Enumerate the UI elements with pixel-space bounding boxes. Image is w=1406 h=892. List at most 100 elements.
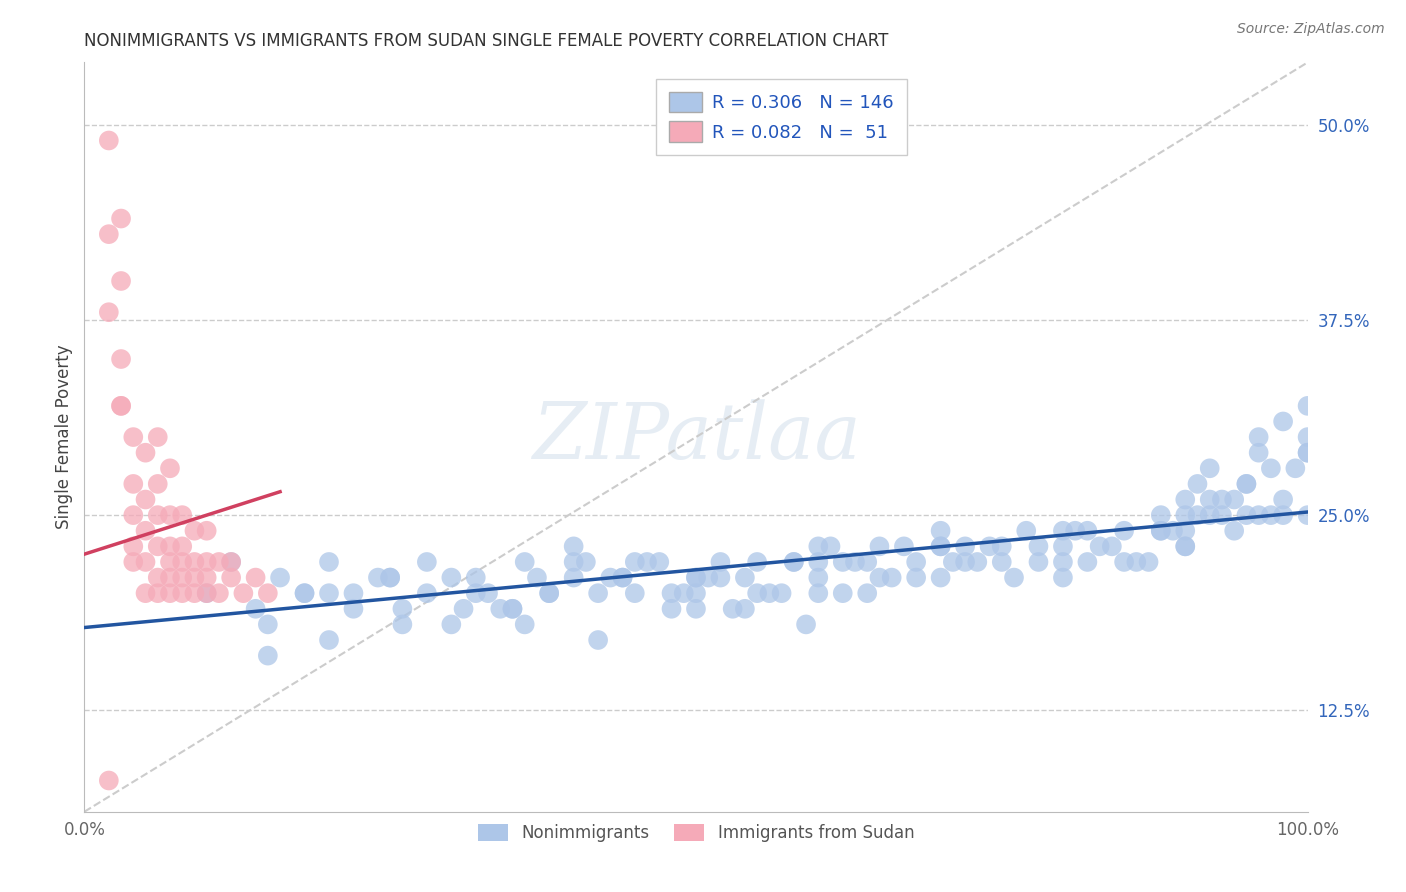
Point	[1272, 492, 1295, 507]
Point	[122, 476, 145, 491]
Point	[538, 586, 561, 600]
Point	[991, 539, 1014, 553]
Point	[929, 539, 952, 553]
Point	[342, 601, 364, 615]
Point	[1260, 508, 1282, 523]
Point	[562, 571, 585, 585]
Point	[146, 476, 169, 491]
Point	[1028, 555, 1050, 569]
Point	[245, 601, 267, 615]
Point	[135, 586, 157, 600]
Point	[380, 571, 402, 585]
Point	[294, 586, 316, 600]
Point	[612, 571, 634, 585]
Point	[734, 571, 756, 585]
Point	[880, 571, 903, 585]
Point	[146, 571, 169, 585]
Point	[232, 586, 254, 600]
Point	[269, 571, 291, 585]
Point	[1174, 524, 1197, 538]
Point	[122, 508, 145, 523]
Point	[770, 586, 793, 600]
Point	[1174, 539, 1197, 553]
Point	[1052, 571, 1074, 585]
Point	[440, 617, 463, 632]
Point	[172, 586, 194, 600]
Point	[1150, 524, 1173, 538]
Point	[110, 274, 132, 288]
Point	[172, 555, 194, 569]
Point	[612, 571, 634, 585]
Point	[97, 773, 120, 788]
Point	[195, 571, 218, 585]
Y-axis label: Single Female Poverty: Single Female Poverty	[55, 345, 73, 529]
Point	[245, 571, 267, 585]
Point	[1114, 524, 1136, 538]
Point	[257, 648, 280, 663]
Point	[318, 586, 340, 600]
Point	[183, 524, 205, 538]
Point	[1296, 446, 1319, 460]
Point	[257, 586, 280, 600]
Point	[1247, 430, 1270, 444]
Point	[195, 555, 218, 569]
Point	[586, 633, 609, 648]
Point	[416, 586, 439, 600]
Point	[661, 601, 683, 615]
Point	[893, 539, 915, 553]
Point	[208, 555, 231, 569]
Point	[905, 571, 928, 585]
Point	[257, 617, 280, 632]
Point	[953, 539, 976, 553]
Point	[1198, 508, 1220, 523]
Point	[342, 586, 364, 600]
Point	[1187, 508, 1209, 523]
Point	[135, 446, 157, 460]
Point	[624, 586, 647, 600]
Point	[122, 430, 145, 444]
Point	[1223, 524, 1246, 538]
Point	[526, 571, 548, 585]
Point	[1236, 476, 1258, 491]
Point	[183, 571, 205, 585]
Point	[318, 555, 340, 569]
Point	[1088, 539, 1111, 553]
Point	[195, 586, 218, 600]
Point	[979, 539, 1001, 553]
Point	[122, 555, 145, 569]
Point	[440, 571, 463, 585]
Point	[110, 399, 132, 413]
Point	[1260, 461, 1282, 475]
Point	[1174, 508, 1197, 523]
Point	[599, 571, 621, 585]
Point	[1174, 539, 1197, 553]
Point	[1052, 524, 1074, 538]
Point	[991, 555, 1014, 569]
Point	[97, 227, 120, 241]
Point	[1052, 555, 1074, 569]
Point	[1236, 508, 1258, 523]
Point	[586, 586, 609, 600]
Point	[1125, 555, 1147, 569]
Point	[110, 352, 132, 367]
Point	[294, 586, 316, 600]
Point	[747, 586, 769, 600]
Text: ZIPatlaa: ZIPatlaa	[531, 399, 860, 475]
Point	[1198, 461, 1220, 475]
Point	[562, 539, 585, 553]
Point	[464, 571, 486, 585]
Point	[929, 524, 952, 538]
Point	[794, 617, 817, 632]
Point	[146, 586, 169, 600]
Point	[195, 586, 218, 600]
Point	[135, 524, 157, 538]
Point	[758, 586, 780, 600]
Point	[685, 601, 707, 615]
Point	[1247, 446, 1270, 460]
Point	[1247, 508, 1270, 523]
Point	[905, 555, 928, 569]
Point	[135, 555, 157, 569]
Point	[159, 539, 181, 553]
Point	[953, 555, 976, 569]
Point	[709, 555, 731, 569]
